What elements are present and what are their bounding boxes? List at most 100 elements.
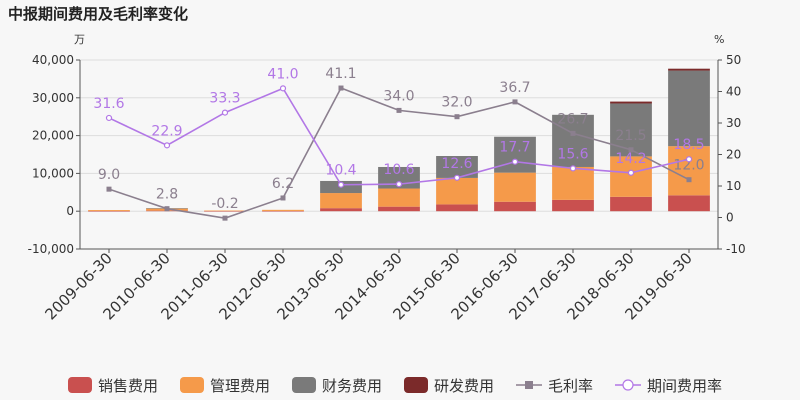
data-label-毛利率: 41.1 bbox=[325, 66, 356, 82]
data-label-毛利率: 36.7 bbox=[499, 80, 530, 96]
point-毛利率 bbox=[280, 195, 286, 201]
bar-管理费用 bbox=[552, 166, 594, 200]
right-tick-label: 0 bbox=[726, 211, 734, 225]
bar-销售费用 bbox=[552, 199, 594, 212]
bar-管理费用 bbox=[320, 193, 362, 209]
legend-label: 期间费用率 bbox=[647, 377, 722, 395]
data-label-毛利率: 6.2 bbox=[272, 176, 294, 192]
left-tick-label: 40,000 bbox=[32, 53, 74, 67]
legend: 销售费用 管理费用 财务费用 研发费用 毛利率 期间费用率 bbox=[68, 377, 722, 395]
left-tick-label: 10,000 bbox=[32, 166, 74, 180]
left-tick-label: 20,000 bbox=[32, 129, 74, 143]
bar-管理费用 bbox=[494, 172, 536, 202]
bar-研发费用 bbox=[610, 101, 652, 104]
bar-销售费用 bbox=[610, 196, 652, 212]
bar-销售费用 bbox=[668, 195, 710, 212]
point-期间费用率 bbox=[105, 114, 113, 122]
data-label-毛利率: 34.0 bbox=[383, 88, 414, 104]
right-tick-label: 50 bbox=[726, 53, 741, 67]
legend-marker bbox=[622, 379, 634, 391]
data-label-毛利率: 2.8 bbox=[156, 187, 178, 203]
legend-label: 销售费用 bbox=[98, 377, 158, 395]
data-label-毛利率: 32.0 bbox=[441, 95, 472, 111]
bar-财务费用 bbox=[436, 156, 478, 178]
bar-销售费用 bbox=[262, 210, 304, 212]
bar-管理费用 bbox=[88, 210, 130, 212]
data-label-期间费用率: 15.6 bbox=[557, 146, 588, 162]
data-label-期间费用率: 41.0 bbox=[267, 66, 298, 82]
right-axis-unit: % bbox=[714, 33, 724, 46]
data-label-期间费用率: 31.6 bbox=[93, 96, 124, 112]
bar-管理费用 bbox=[610, 156, 652, 197]
point-期间费用率 bbox=[337, 181, 345, 188]
bar-管理费用 bbox=[204, 210, 246, 212]
chart-title: 中报期间费用及毛利率变化 bbox=[8, 5, 188, 23]
legend-marker bbox=[525, 381, 533, 389]
data-label-期间费用率: 33.3 bbox=[209, 91, 240, 107]
data-label-期间费用率: 18.5 bbox=[673, 137, 704, 153]
right-tick-label: 20 bbox=[726, 148, 741, 162]
legend-swatch bbox=[180, 377, 204, 393]
point-毛利率 bbox=[512, 99, 518, 105]
point-毛利率 bbox=[106, 186, 112, 192]
left-tick-label: 0 bbox=[66, 204, 74, 218]
legend-swatch bbox=[404, 377, 428, 393]
bar-销售费用 bbox=[436, 204, 478, 212]
legend-label: 财务费用 bbox=[322, 377, 382, 395]
bar-财务费用 bbox=[552, 114, 594, 167]
bar-研发费用 bbox=[668, 68, 710, 71]
point-毛利率 bbox=[686, 177, 692, 183]
data-label-期间费用率: 22.9 bbox=[151, 123, 182, 139]
legend-label: 管理费用 bbox=[210, 377, 270, 395]
point-毛利率 bbox=[628, 147, 634, 153]
data-label-毛利率: 9.0 bbox=[98, 167, 120, 183]
point-毛利率 bbox=[396, 107, 402, 113]
bar-销售费用 bbox=[88, 211, 130, 212]
data-label-期间费用率: 14.2 bbox=[615, 151, 646, 167]
left-tick-label: 30,000 bbox=[32, 91, 74, 105]
point-期间费用率 bbox=[279, 85, 287, 92]
point-期间费用率 bbox=[569, 165, 577, 172]
point-期间费用率 bbox=[511, 158, 519, 165]
bar-财务费用 bbox=[668, 70, 710, 147]
legend-label: 毛利率 bbox=[548, 377, 593, 395]
point-毛利率 bbox=[570, 130, 576, 136]
data-label-毛利率: -0.2 bbox=[211, 196, 238, 212]
bar-销售费用 bbox=[320, 208, 362, 212]
data-label-期间费用率: 10.6 bbox=[383, 162, 414, 178]
point-期间费用率 bbox=[627, 169, 635, 176]
bar-销售费用 bbox=[204, 211, 246, 212]
right-tick-label: -10 bbox=[726, 242, 746, 256]
left-tick-label: -10,000 bbox=[28, 242, 74, 256]
bar-财务费用 bbox=[494, 136, 536, 173]
point-期间费用率 bbox=[163, 142, 171, 149]
data-label-期间费用率: 12.6 bbox=[441, 156, 472, 172]
point-毛利率 bbox=[338, 85, 344, 91]
point-期间费用率 bbox=[221, 109, 229, 116]
bar-销售费用 bbox=[378, 206, 420, 212]
point-毛利率 bbox=[222, 215, 228, 221]
point-期间费用率 bbox=[395, 181, 403, 188]
point-期间费用率 bbox=[685, 156, 693, 163]
legend-swatch bbox=[292, 377, 316, 393]
data-label-期间费用率: 17.7 bbox=[499, 140, 530, 156]
data-label-毛利率: 21.5 bbox=[615, 128, 646, 144]
bar-管理费用 bbox=[436, 177, 478, 205]
right-tick-label: 30 bbox=[726, 116, 741, 130]
data-label-期间费用率: 10.4 bbox=[325, 163, 356, 179]
point-期间费用率 bbox=[453, 174, 461, 181]
bar-销售费用 bbox=[494, 201, 536, 212]
legend-swatch bbox=[68, 377, 92, 393]
line-series: 9.0 2.8 -0.2 6.2 41.1 34.0 32.0 36.7 26.7 21.5 12.… bbox=[93, 66, 705, 221]
x-axis-ticks: 2009-06-302010-06-302011-06-302012-06-30… bbox=[41, 249, 696, 323]
right-axis-ticks: -10 0 10 20 30 40 50 bbox=[718, 53, 746, 256]
bar-管理费用 bbox=[668, 146, 710, 196]
point-毛利率 bbox=[164, 206, 170, 212]
left-axis-ticks: -10,000 0 10,000 20,000 30,000 40,000 bbox=[28, 53, 80, 256]
point-毛利率 bbox=[454, 114, 460, 120]
right-tick-label: 10 bbox=[726, 179, 741, 193]
bar-管理费用 bbox=[262, 209, 304, 211]
right-tick-label: 40 bbox=[726, 85, 741, 99]
bar-管理费用 bbox=[378, 188, 420, 207]
